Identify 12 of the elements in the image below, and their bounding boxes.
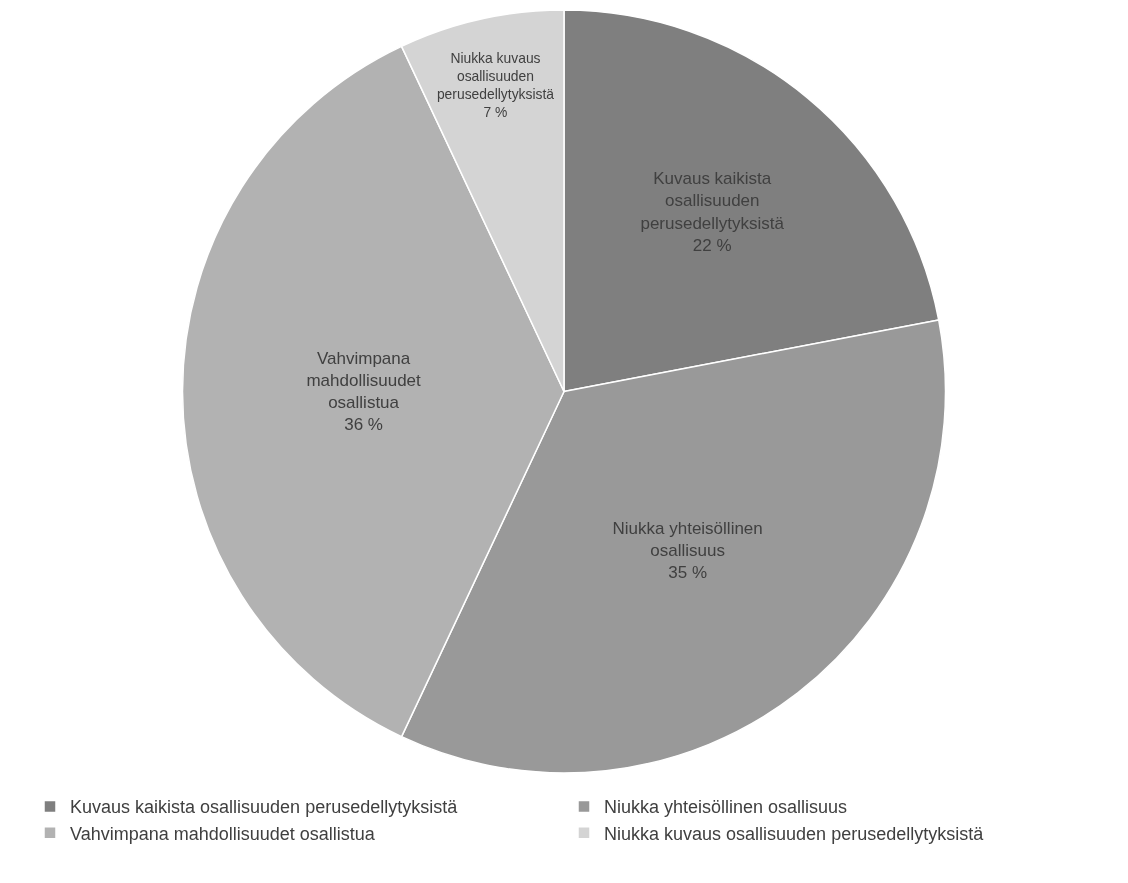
- data-label: 35 %: [668, 563, 708, 583]
- legend-label: Niukka yhteisöllinen osallisuus: [604, 797, 848, 818]
- data-label: 7 %: [483, 104, 508, 121]
- slice-label: Niukka kuvaus osallisuuden perusedellytyksistä: [436, 50, 555, 103]
- data-label: 22 %: [692, 235, 732, 255]
- slice-label: Niukka yhteisöllinen osallisuus: [612, 519, 763, 561]
- legend-label: Niukka kuvaus osallisuuden perusedellytyksistä: [604, 823, 985, 844]
- data-label: 36 %: [344, 415, 383, 435]
- legend-label: Vahvimpana mahdollisuudet osallistua: [70, 823, 376, 844]
- slice-label: Kuvaus kaikista osallisuuden perusedellytyksistä: [640, 169, 785, 233]
- legend-label: Kuvaus kaikista osallisuuden perusedellytyksistä: [70, 797, 459, 818]
- slice-label: Vahvimpana mahdollisuudet osallistua: [306, 348, 422, 413]
